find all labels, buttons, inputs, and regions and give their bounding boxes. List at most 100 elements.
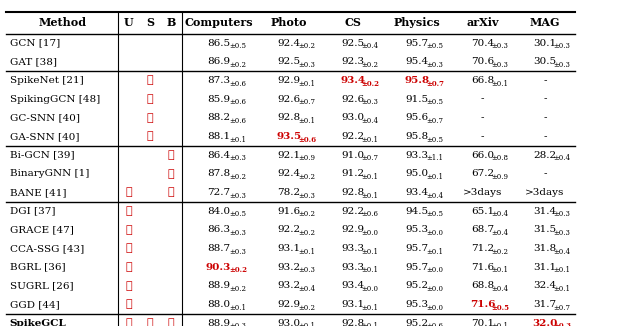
Text: 30.5: 30.5 — [533, 57, 557, 66]
Text: Physics: Physics — [394, 17, 440, 28]
Text: -: - — [543, 95, 547, 104]
Text: 92.8: 92.8 — [341, 188, 365, 197]
Text: 88.1: 88.1 — [207, 132, 230, 141]
Text: 72.7: 72.7 — [207, 188, 230, 197]
Text: ±0.1: ±0.1 — [362, 173, 378, 181]
Text: 92.9: 92.9 — [341, 225, 365, 234]
Text: ±0.3: ±0.3 — [229, 247, 246, 256]
Text: 92.5: 92.5 — [277, 57, 301, 66]
Text: ±0.4: ±0.4 — [492, 229, 509, 237]
Text: ✓: ✓ — [168, 318, 175, 326]
Text: ✓: ✓ — [125, 281, 132, 291]
Text: 93.0: 93.0 — [341, 113, 365, 122]
Text: 71.6: 71.6 — [471, 262, 494, 272]
Text: S: S — [146, 17, 154, 28]
Text: 88.9: 88.9 — [207, 319, 230, 326]
Text: 92.2: 92.2 — [277, 225, 301, 234]
Text: 93.4: 93.4 — [340, 76, 365, 85]
Text: ±0.7: ±0.7 — [426, 117, 444, 125]
Text: ±0.7: ±0.7 — [362, 154, 378, 162]
Text: ±0.6: ±0.6 — [426, 322, 444, 326]
Text: ±0.0: ±0.0 — [426, 229, 444, 237]
Text: ±0.2: ±0.2 — [298, 210, 316, 218]
Text: -: - — [543, 169, 547, 178]
Text: 95.8: 95.8 — [404, 76, 429, 85]
Text: 93.4: 93.4 — [341, 281, 365, 290]
Text: -: - — [481, 113, 484, 122]
Text: 92.2: 92.2 — [341, 132, 365, 141]
Text: Method: Method — [38, 17, 86, 28]
Text: 70.6: 70.6 — [471, 57, 494, 66]
Text: ✓: ✓ — [125, 225, 132, 235]
Text: 95.4: 95.4 — [405, 57, 429, 66]
Text: 92.5: 92.5 — [341, 38, 365, 48]
Text: 90.3: 90.3 — [206, 262, 231, 272]
Text: 65.1: 65.1 — [471, 207, 494, 215]
Text: ±0.3: ±0.3 — [229, 322, 246, 326]
Text: 68.8: 68.8 — [471, 281, 494, 290]
Text: DGI [37]: DGI [37] — [10, 207, 55, 215]
Text: -: - — [481, 132, 484, 141]
Text: GA-SNN [40]: GA-SNN [40] — [10, 132, 79, 141]
Text: ±1.1: ±1.1 — [426, 154, 444, 162]
Text: -: - — [543, 132, 547, 141]
Text: ±0.1: ±0.1 — [362, 136, 378, 143]
Text: ✓: ✓ — [147, 75, 154, 85]
Text: U: U — [124, 17, 134, 28]
Text: -: - — [543, 113, 547, 122]
Text: ✓: ✓ — [147, 318, 154, 326]
Text: 86.3: 86.3 — [207, 225, 230, 234]
Text: ±0.3: ±0.3 — [554, 210, 570, 218]
Text: ±0.3: ±0.3 — [426, 61, 444, 69]
Text: 31.4: 31.4 — [533, 207, 557, 215]
Text: ✓: ✓ — [125, 243, 132, 253]
Text: ±0.0: ±0.0 — [426, 304, 444, 312]
Text: ±0.0: ±0.0 — [362, 285, 378, 293]
Text: SUGRL [26]: SUGRL [26] — [10, 281, 73, 290]
Text: ✓: ✓ — [125, 299, 132, 309]
Text: ±0.2: ±0.2 — [298, 229, 316, 237]
Text: ±0.8: ±0.8 — [492, 154, 509, 162]
Text: 88.9: 88.9 — [207, 281, 230, 290]
Text: GC-SNN [40]: GC-SNN [40] — [10, 113, 79, 122]
Text: 92.6: 92.6 — [341, 95, 365, 104]
Text: ✓: ✓ — [125, 187, 132, 197]
Text: ±0.3: ±0.3 — [554, 42, 570, 50]
Text: arXiv: arXiv — [467, 17, 499, 28]
Text: ±0.2: ±0.2 — [229, 61, 246, 69]
Text: ±0.9: ±0.9 — [298, 154, 316, 162]
Text: GCN [17]: GCN [17] — [10, 38, 60, 48]
Text: ✓: ✓ — [168, 150, 175, 160]
Text: B: B — [166, 17, 176, 28]
Text: ±0.1: ±0.1 — [298, 80, 316, 88]
Text: 95.7: 95.7 — [405, 244, 429, 253]
Text: 92.9: 92.9 — [277, 76, 301, 85]
Text: ±0.2: ±0.2 — [492, 247, 509, 256]
Text: 91.5: 91.5 — [405, 95, 429, 104]
Text: 86.4: 86.4 — [207, 151, 230, 159]
Text: 93.1: 93.1 — [277, 244, 301, 253]
Text: 66.0: 66.0 — [471, 151, 494, 159]
Text: 92.1: 92.1 — [277, 151, 301, 159]
Text: ±0.4: ±0.4 — [426, 192, 444, 200]
Text: ±0.6: ±0.6 — [229, 98, 246, 106]
Text: BANE [41]: BANE [41] — [10, 188, 66, 197]
Text: 92.9: 92.9 — [277, 300, 301, 309]
Text: Photo: Photo — [271, 17, 307, 28]
Text: 92.2: 92.2 — [341, 207, 365, 215]
Text: ±0.4: ±0.4 — [554, 154, 570, 162]
Text: 88.0: 88.0 — [207, 300, 230, 309]
Bar — [323, 314, 383, 326]
Text: ±0.1: ±0.1 — [426, 247, 444, 256]
Text: ±0.1: ±0.1 — [298, 117, 316, 125]
Text: 31.7: 31.7 — [533, 300, 557, 309]
Text: 91.0: 91.0 — [341, 151, 365, 159]
Text: ±0.1: ±0.1 — [492, 266, 509, 274]
Text: 84.0: 84.0 — [207, 207, 230, 215]
Text: ±0.6: ±0.6 — [229, 117, 246, 125]
Text: ±0.4: ±0.4 — [362, 42, 378, 50]
Text: ±0.1: ±0.1 — [298, 247, 316, 256]
Text: BGRL [36]: BGRL [36] — [10, 262, 65, 272]
Text: 93.4: 93.4 — [405, 188, 429, 197]
Text: 95.0: 95.0 — [405, 169, 429, 178]
